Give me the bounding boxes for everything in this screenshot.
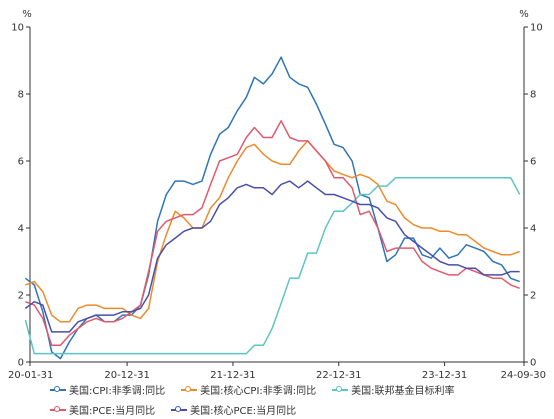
x-tick-label: 21-12-31 [210, 370, 255, 380]
y-tick-label-right: 0 [530, 358, 536, 369]
series-line-3 [24, 176, 521, 355]
legend-item-3[interactable]: 美国:联邦基金目标利率 [332, 382, 455, 397]
line-chart: % % 0 0 2 2 4 4 6 6 8 8 10 10 20-01-31 20-12-31 21-12-31… [8, 9, 546, 380]
x-tick-label: 20-01-31 [8, 370, 53, 380]
legend-item-4[interactable]: 美国:PCE:当月同比 [50, 402, 155, 417]
y-tick-label-left: 4 [18, 224, 24, 235]
legend-label: 美国:联邦基金目标利率 [351, 386, 455, 397]
axes: % % 0 0 2 2 4 4 6 6 8 8 10 10 20-01-31 20-12-31 21-12-31… [8, 9, 546, 380]
x-tick-label: 24-09-30 [501, 370, 546, 380]
y-tick-label-right: 2 [530, 291, 536, 302]
legend-label: 美国:核心PCE:当月同比 [190, 406, 297, 417]
x-tick-label: 22-12-31 [316, 370, 361, 380]
y-tick-label-right: 10 [530, 23, 543, 34]
legend-swatch-icon [50, 385, 66, 392]
legend-item-2[interactable]: 美国:核心CPI:非季调:同比 [181, 382, 316, 397]
legend-label: 美国:PCE:当月同比 [69, 406, 156, 417]
y-tick-label-left: 10 [11, 23, 24, 34]
legend-item-5[interactable]: 美国:核心PCE:当月同比 [171, 402, 296, 417]
legend-swatch-icon [171, 405, 188, 412]
series-line-4 [25, 120, 520, 347]
legend-swatch-icon [50, 405, 66, 412]
series-lines [24, 56, 521, 360]
x-tick-label: 23-12-31 [422, 370, 467, 380]
legend: 美国:CPI:非季调:同比 美国:核心CPI:非季调:同比 美国:联邦基金目标利率美… [50, 382, 554, 417]
y-tick-label-right: 4 [530, 224, 536, 235]
series-line-2 [25, 140, 520, 323]
y-tick-label-right: 6 [530, 157, 536, 168]
y-unit-right: % [519, 9, 529, 20]
y-unit-left: % [22, 9, 32, 20]
series-line-5 [24, 180, 520, 333]
y-tick-label-right: 8 [530, 90, 536, 101]
legend-label: 美国:CPI:非季调:同比 [69, 386, 166, 397]
y-tick-label-left: 0 [18, 358, 24, 369]
y-tick-label-left: 6 [18, 157, 24, 168]
legend-swatch-icon [181, 385, 198, 392]
y-tick-label-left: 2 [18, 291, 24, 302]
legend-item-1[interactable]: 美国:CPI:非季调:同比 [50, 382, 165, 397]
x-tick-label: 20-12-31 [104, 370, 149, 380]
y-tick-label-left: 8 [18, 90, 24, 101]
legend-label: 美国:核心CPI:非季调:同比 [200, 386, 317, 397]
series-line-1 [24, 56, 520, 360]
legend-swatch-icon [332, 385, 349, 392]
